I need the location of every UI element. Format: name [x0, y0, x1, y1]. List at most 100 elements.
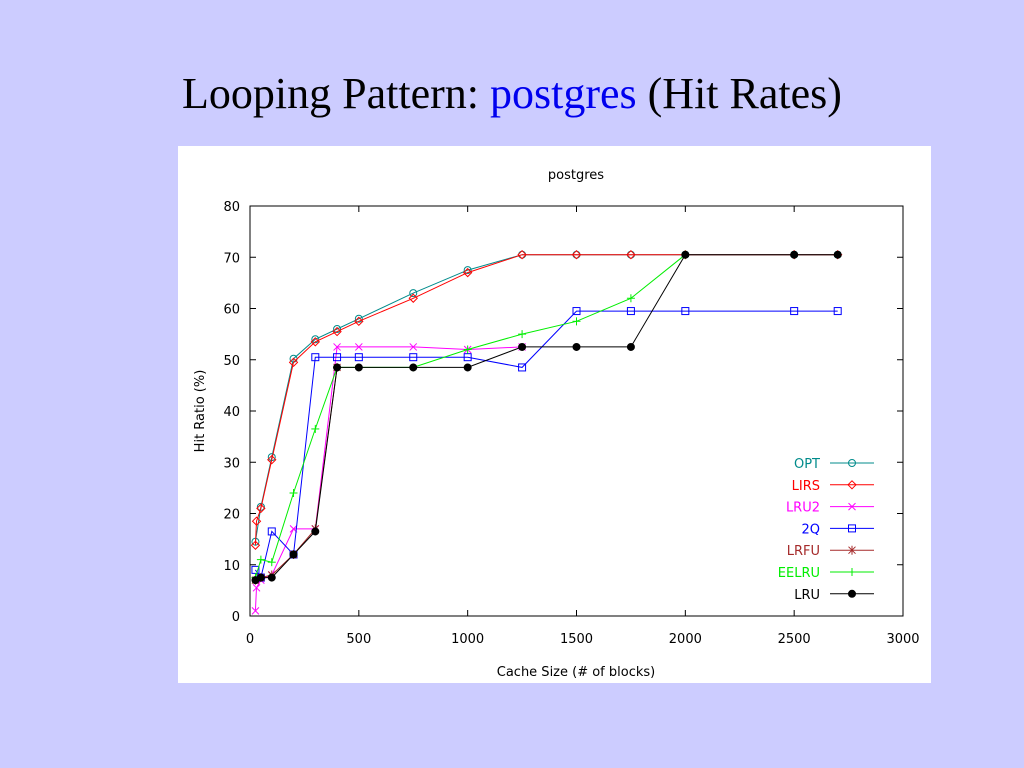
- y-tick-label: 30: [223, 456, 240, 471]
- data-point-opt: [463, 266, 472, 275]
- data-point-lru: [681, 250, 690, 259]
- data-point-lirs: [517, 249, 527, 260]
- title-suffix: (Hit Rates): [636, 69, 842, 118]
- data-point-lru2: [333, 343, 341, 351]
- data-point-lirs: [354, 316, 364, 327]
- series-line-lru2: [254, 346, 523, 611]
- data-point-eelru: [626, 294, 635, 303]
- legend-marker-lirs: [847, 480, 857, 490]
- data-point-lru: [463, 363, 472, 372]
- data-point-lirs: [626, 249, 636, 260]
- y-tick-label: 60: [223, 303, 240, 318]
- x-tick-label: 2000: [669, 632, 702, 647]
- data-point-lirs: [251, 516, 262, 526]
- data-point-lirs: [256, 503, 266, 514]
- data-point-eelru: [267, 558, 276, 567]
- data-point-eelru: [256, 555, 265, 564]
- legend-marker-lru2: [848, 502, 856, 511]
- data-point-2q: [572, 307, 581, 316]
- y-tick-label: 80: [223, 200, 240, 215]
- data-point-lru: [289, 550, 298, 559]
- data-point-2q: [626, 307, 635, 316]
- data-point-opt: [256, 502, 265, 511]
- data-point-opt: [333, 325, 342, 333]
- y-tick-label: 70: [223, 251, 240, 266]
- series-layer: [250, 249, 843, 615]
- data-point-eelru: [463, 345, 472, 354]
- series-2q: [251, 307, 842, 582]
- series-line-lirs: [254, 254, 838, 546]
- data-point-lru2: [251, 607, 260, 615]
- data-point-2q: [790, 307, 799, 316]
- data-point-lru: [833, 250, 842, 259]
- series-lru: [251, 250, 842, 585]
- data-point-2q: [518, 363, 527, 372]
- legend-marker-opt: [848, 459, 856, 467]
- data-point-lru: [626, 342, 635, 351]
- data-point-lru2: [409, 343, 418, 351]
- legend-label-lru2: LRU2: [786, 501, 820, 516]
- y-tick-label: 0: [232, 610, 240, 625]
- series-line-opt: [254, 254, 838, 542]
- legend-label-lru: LRU: [794, 588, 820, 603]
- legend-label-eelru: EELRU: [778, 566, 820, 581]
- data-point-lru: [354, 363, 363, 372]
- data-point-eelru: [289, 489, 298, 497]
- x-tick-label: 1000: [451, 632, 484, 647]
- data-point-lru: [790, 250, 799, 259]
- series-line-eelru: [254, 254, 686, 578]
- data-point-eelru: [518, 330, 527, 339]
- data-point-2q: [463, 353, 472, 362]
- series-opt: [251, 250, 842, 546]
- y-tick-label: 40: [223, 405, 240, 420]
- x-tick-label: 1500: [560, 632, 593, 647]
- data-point-lru2: [354, 343, 363, 351]
- x-tick-label: 0: [246, 632, 254, 647]
- y-tick-label: 10: [223, 559, 240, 574]
- x-axis-label: Cache Size (# of blocks): [497, 665, 655, 680]
- data-point-eelru: [572, 317, 581, 326]
- data-point-opt: [311, 335, 320, 344]
- line-chart: postgres Cache Size (# of blocks) Hit Ra…: [193, 168, 920, 680]
- y-tick-label: 20: [223, 508, 240, 523]
- series-lru2: [251, 343, 526, 615]
- data-point-2q: [267, 527, 276, 536]
- axis-ticks: 0 500 1000 1500 2000 2500 3000 0 10 20 30 40 50 60 70 8…: [223, 200, 919, 647]
- legend-label-lrfu: LRFU: [787, 544, 820, 559]
- legend-label-lirs: LIRS: [792, 479, 820, 494]
- data-point-2q: [681, 307, 690, 316]
- data-point-opt: [409, 289, 418, 298]
- legend: OPT LIRS LRU2 2Q LRFU EELRU LRU: [778, 457, 874, 603]
- slide-title: Looping Pattern: postgres (Hit Rates): [0, 72, 1024, 116]
- data-point-lru: [267, 573, 276, 582]
- x-tick-label: 3000: [886, 632, 919, 647]
- legend-marker-eelru: [848, 568, 856, 576]
- data-point-lru: [333, 363, 342, 372]
- data-point-2q: [251, 565, 260, 574]
- legend-label-2q: 2Q: [801, 522, 820, 537]
- y-tick-label: 50: [223, 354, 240, 369]
- data-point-lru: [518, 342, 527, 351]
- legend-marker-lru: [848, 589, 856, 598]
- chart-title: postgres: [548, 168, 604, 183]
- data-point-2q: [354, 353, 363, 362]
- data-point-2q: [833, 307, 842, 316]
- data-point-lirs: [332, 326, 342, 337]
- title-prefix: Looping Pattern:: [182, 69, 490, 118]
- data-point-lirs: [571, 249, 582, 260]
- x-tick-label: 2500: [778, 632, 811, 647]
- data-point-lru: [409, 363, 418, 372]
- series-line-2q: [254, 310, 838, 579]
- data-point-2q: [311, 353, 320, 362]
- data-point-lirs: [288, 357, 299, 368]
- data-point-opt: [354, 314, 363, 323]
- data-point-lru: [572, 342, 581, 351]
- data-point-eelru: [311, 424, 320, 433]
- data-point-lru2: [252, 583, 261, 592]
- y-axis-label: Hit Ratio (%): [193, 370, 208, 453]
- data-point-lirs: [462, 267, 473, 278]
- data-point-lirs: [267, 454, 277, 465]
- series-line-lru: [255, 254, 838, 581]
- x-tick-label: 500: [346, 632, 371, 647]
- legend-marker-2q: [848, 524, 856, 533]
